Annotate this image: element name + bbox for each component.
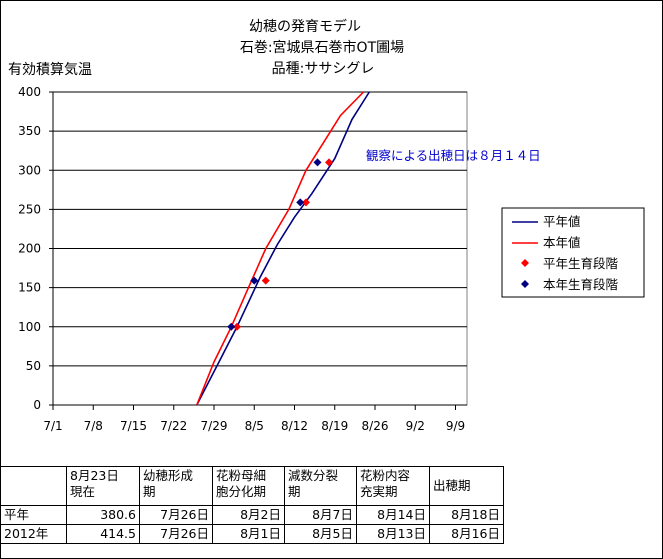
x-tick-label: 7/15	[120, 419, 147, 433]
chart-svg: 幼穂の発育モデル 石巻:宮城県石巻市OT圃場 品種:ササシグレ 有効積算気温 0…	[8, 18, 645, 433]
table-cell: 8月13日	[356, 524, 430, 544]
x-tick-label: 9/2	[406, 419, 425, 433]
x-tick-label: 7/29	[201, 419, 228, 433]
chart-title-line-3: 品種:ササシグレ	[272, 61, 375, 77]
x-tick-label: 7/8	[84, 419, 103, 433]
series-marker-2	[325, 158, 333, 167]
series-marker-2	[261, 276, 270, 285]
y-tick-label: 200	[18, 242, 41, 256]
table-cell: 8月7日	[284, 505, 357, 525]
legend-label-honnen-stage: 本年生育段階	[543, 277, 619, 292]
growth-stage-table: 8月23日 現在 幼穂形成期 花粉母細 胞分化期 減数分裂期 花粉内容 充実期 出穂期…	[0, 466, 504, 544]
y-tick-label: 250	[18, 202, 41, 216]
x-tick-label: 8/19	[321, 419, 348, 433]
table-cell: 7月26日	[139, 505, 213, 525]
table-cell: 380.6	[66, 505, 140, 525]
y-tick-label: 350	[18, 124, 41, 138]
table-row: 平年 380.6 7月26日 8月2日 8月7日 8月14日 8月18日	[0, 505, 504, 525]
table-cell: 2012年	[0, 524, 67, 544]
series-marker-2	[302, 198, 310, 207]
table-cell: 414.5	[66, 524, 140, 544]
table-cell: 7月26日	[139, 524, 213, 544]
y-axis-ticks: 0 50 100 150 200 250 300 350 400	[18, 85, 54, 412]
x-tick-label: 8/5	[245, 419, 264, 433]
series-marker-3	[227, 322, 236, 331]
series-marker-3	[250, 276, 259, 285]
table-cell: 8月14日	[356, 505, 430, 525]
y-axis-label: 有効積算気温	[8, 62, 92, 78]
x-tick-label: 7/22	[160, 419, 187, 433]
legend-label-honnen: 本年値	[543, 235, 581, 250]
x-tick-label: 9/9	[446, 419, 465, 433]
y-tick-label: 50	[26, 359, 41, 373]
series-group	[196, 91, 370, 406]
table-header-cell: 出穂期	[429, 466, 504, 506]
table-header-cell: 花粉内容 充実期	[356, 466, 430, 506]
series-marker-3	[313, 158, 322, 167]
table-header-row: 8月23日 現在 幼穂形成期 花粉母細 胞分化期 減数分裂期 花粉内容 充実期 出穂期	[0, 466, 504, 506]
y-tick-label: 400	[18, 85, 41, 99]
table-cell: 8月16日	[429, 524, 504, 544]
chart-title-line-2: 石巻:宮城県石巻市OT圃場	[240, 39, 404, 56]
legend-label-heinen: 平年値	[543, 214, 581, 229]
x-tick-label: 8/26	[362, 419, 389, 433]
x-axis-ticks: 7/1 7/8 7/15 7/22 7/29 8/5 8/12 8/19 8/26 9/2 9/9	[43, 404, 467, 433]
legend-label-heinen-stage: 平年生育段階	[543, 256, 619, 271]
table-cell: 8月18日	[429, 505, 504, 525]
table-header-cell: 8月23日 現在	[66, 466, 140, 506]
heading-date-annotation: 観察による出穂日は８月１４日	[366, 148, 541, 163]
table-cell: 平年	[0, 505, 67, 525]
legend-marker-honnen-stage	[521, 280, 529, 288]
table-header-cell: 減数分裂期	[284, 466, 357, 506]
y-tick-label: 150	[18, 281, 41, 295]
legend-marker-heinen-stage	[521, 259, 529, 267]
table-header-cell: 花粉母細 胞分化期	[212, 466, 285, 506]
series-line-0	[196, 91, 370, 406]
table-header-cell	[0, 466, 67, 506]
legend: 平年値 本年値 平年生育段階 本年生育段階	[501, 207, 645, 298]
table-header-cell: 幼穂形成期	[139, 466, 213, 506]
grid-lines	[53, 91, 467, 367]
series-marker-3	[296, 198, 305, 207]
y-tick-label: 0	[33, 398, 41, 412]
table-cell: 8月1日	[212, 524, 285, 544]
chart-title-line-1: 幼穂の発育モデル	[249, 18, 361, 35]
x-tick-label: 8/12	[281, 419, 308, 433]
x-tick-label: 7/1	[43, 419, 62, 433]
table-row: 2012年 414.5 7月26日 8月1日 8月5日 8月13日 8月16日	[0, 524, 504, 544]
table-cell: 8月2日	[212, 505, 285, 525]
y-tick-label: 100	[18, 320, 41, 334]
y-tick-label: 300	[18, 163, 41, 177]
series-marker-2	[233, 322, 241, 331]
table-cell: 8月5日	[284, 524, 357, 544]
series-line-1	[196, 91, 365, 406]
